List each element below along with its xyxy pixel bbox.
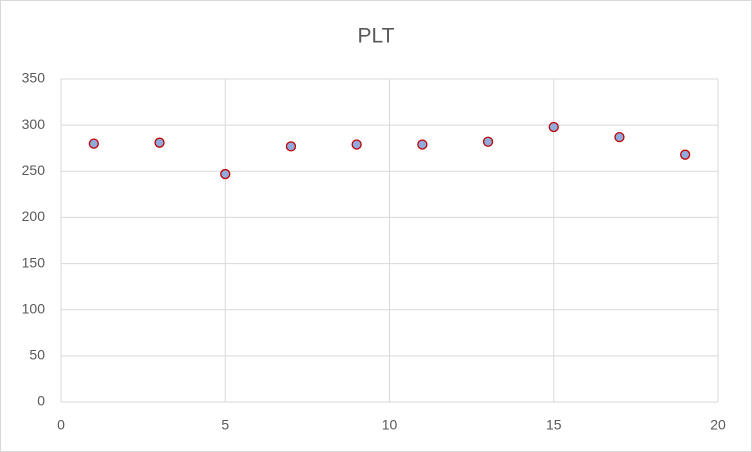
y-tick-label: 350 xyxy=(22,70,46,86)
x-tick-label: 15 xyxy=(546,417,562,433)
point xyxy=(220,168,231,180)
point xyxy=(548,121,559,133)
y-tick-label: 100 xyxy=(22,300,46,316)
x-tick-label: 0 xyxy=(57,417,65,433)
y-tick-label: 200 xyxy=(22,208,46,224)
point xyxy=(614,131,625,143)
chart-title: PLT xyxy=(358,25,395,48)
point xyxy=(154,137,165,148)
y-tick-label: 300 xyxy=(22,116,46,132)
point xyxy=(482,136,494,147)
y-tick-label: 250 xyxy=(22,162,46,178)
point xyxy=(351,139,362,150)
x-tick-label: 5 xyxy=(221,417,229,433)
point xyxy=(285,141,297,152)
y-tick-label: 0 xyxy=(37,393,45,409)
y-tick-label: 50 xyxy=(29,347,45,363)
point xyxy=(417,139,428,150)
y-tick-label: 150 xyxy=(22,254,46,270)
point xyxy=(88,138,99,149)
x-tick-label: 10 xyxy=(382,417,398,433)
x-tick-label: 20 xyxy=(710,417,726,433)
point xyxy=(680,149,691,160)
